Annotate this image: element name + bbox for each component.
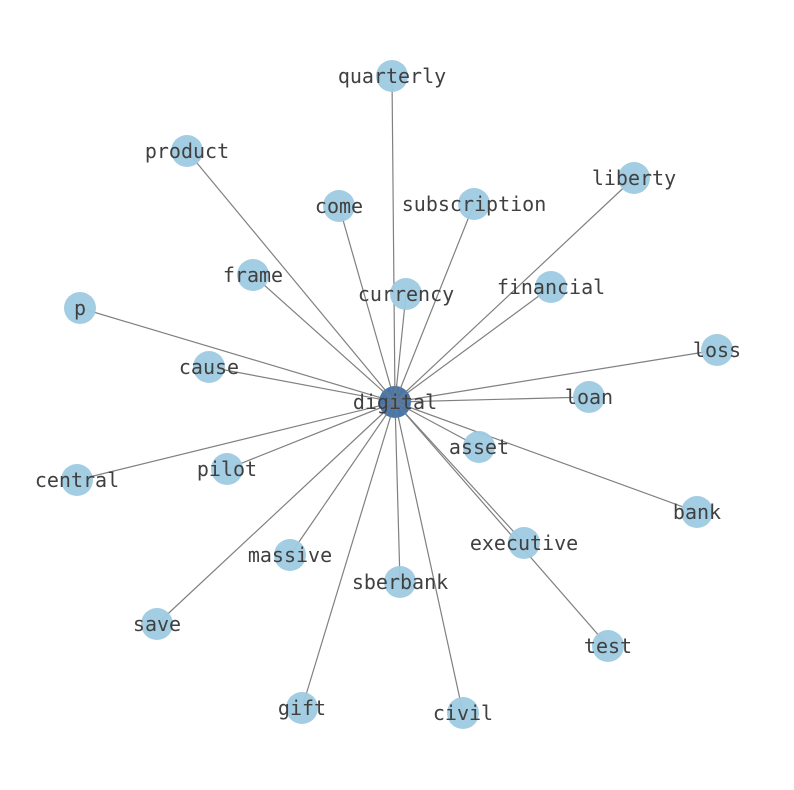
node-label-sberbank: sberbank xyxy=(352,570,448,594)
node-label-massive: massive xyxy=(248,543,332,567)
node-label-gift: gift xyxy=(278,696,326,720)
edge-digital-executive xyxy=(394,401,525,544)
edge-digital-financial xyxy=(394,286,552,403)
node-product[interactable] xyxy=(171,135,203,167)
node-label-loan: loan xyxy=(565,385,613,409)
node-label-loss: loss xyxy=(693,338,741,362)
node-liberty[interactable] xyxy=(618,162,650,194)
node-test[interactable] xyxy=(592,630,624,662)
node-label-product: product xyxy=(145,139,229,163)
node-label-quarterly: quarterly xyxy=(338,64,446,88)
edge-overlay xyxy=(381,389,396,403)
node-label-frame: frame xyxy=(223,263,283,287)
edge-digital-product xyxy=(186,150,396,403)
node-come[interactable] xyxy=(323,190,355,222)
edge-digital-frame xyxy=(252,274,396,403)
node-cause[interactable] xyxy=(193,351,225,383)
edge-digital-sberbank xyxy=(394,401,401,583)
node-frame[interactable] xyxy=(237,259,269,291)
edge-digital-bank xyxy=(394,401,698,513)
edge-digital-p xyxy=(79,307,396,403)
edge-overlay xyxy=(394,401,400,420)
node-label-asset: asset xyxy=(449,435,509,459)
edge-digital-pilot xyxy=(226,401,396,470)
edge-digital-come xyxy=(338,205,396,403)
edge-digital-loss xyxy=(394,349,718,403)
edge-overlay xyxy=(384,401,396,418)
edge-digital-test xyxy=(394,401,609,647)
node-currency[interactable] xyxy=(390,278,422,310)
edge-overlay xyxy=(394,401,413,409)
node-label-digital: digital xyxy=(353,390,437,414)
node-label-currency: currency xyxy=(358,282,454,306)
node-label-subscription: subscription xyxy=(402,192,547,216)
node-label-central: central xyxy=(35,468,119,492)
center-edge-overlay xyxy=(377,383,414,421)
labels: digital quarterly product liberty come subscr… xyxy=(35,64,741,725)
node-subscription[interactable] xyxy=(458,188,490,220)
edge-overlay xyxy=(394,401,408,416)
edge-overlay xyxy=(378,401,396,410)
edge-digital-save xyxy=(156,401,396,625)
node-quarterly[interactable] xyxy=(376,60,408,92)
node-label-come: come xyxy=(315,194,363,218)
node-p[interactable] xyxy=(64,292,96,324)
edge-overlay xyxy=(377,398,396,403)
edge-digital-currency xyxy=(394,293,407,403)
node-executive[interactable] xyxy=(508,527,540,559)
edge-overlay xyxy=(389,384,396,403)
node-label-save: save xyxy=(133,612,181,636)
node-civil[interactable] xyxy=(447,697,479,729)
edge-overlay xyxy=(381,401,396,415)
node-save[interactable] xyxy=(141,608,173,640)
edge-overlay xyxy=(394,390,410,403)
edge-overlay xyxy=(394,384,398,403)
node-label-bank: bank xyxy=(673,500,721,524)
edge-digital-civil xyxy=(394,401,464,714)
node-loss[interactable] xyxy=(701,334,733,366)
node-bank[interactable] xyxy=(681,496,713,528)
edge-overlay xyxy=(389,401,396,420)
node-pilot[interactable] xyxy=(211,453,243,485)
edge-digital-liberty xyxy=(394,177,635,403)
edge-overlay xyxy=(394,385,403,403)
edge-digital-subscription xyxy=(394,203,475,403)
node-label-civil: civil xyxy=(433,701,493,725)
node-financial[interactable] xyxy=(535,271,567,303)
node-label-cause: cause xyxy=(179,355,239,379)
edge-digital-gift xyxy=(301,401,396,709)
edge-digital-loan xyxy=(394,396,590,403)
node-sberbank[interactable] xyxy=(384,566,416,598)
node-label-executive: executive xyxy=(470,531,578,555)
edge-digital-quarterly xyxy=(391,75,396,403)
edge-digital-cause xyxy=(208,366,396,403)
node-label-financial: financial xyxy=(497,275,605,299)
node-label-test: test xyxy=(584,634,632,658)
node-label-p: p xyxy=(74,296,86,320)
edge-digital-central xyxy=(76,401,396,481)
edge-digital-massive xyxy=(289,401,396,556)
node-label-liberty: liberty xyxy=(592,166,676,190)
node-central[interactable] xyxy=(61,464,93,496)
node-asset[interactable] xyxy=(463,431,495,463)
node-massive[interactable] xyxy=(274,539,306,571)
edges xyxy=(76,75,718,714)
node-gift[interactable] xyxy=(286,692,318,724)
nodes xyxy=(61,60,733,729)
node-loan[interactable] xyxy=(573,381,605,413)
node-label-pilot: pilot xyxy=(197,457,257,481)
